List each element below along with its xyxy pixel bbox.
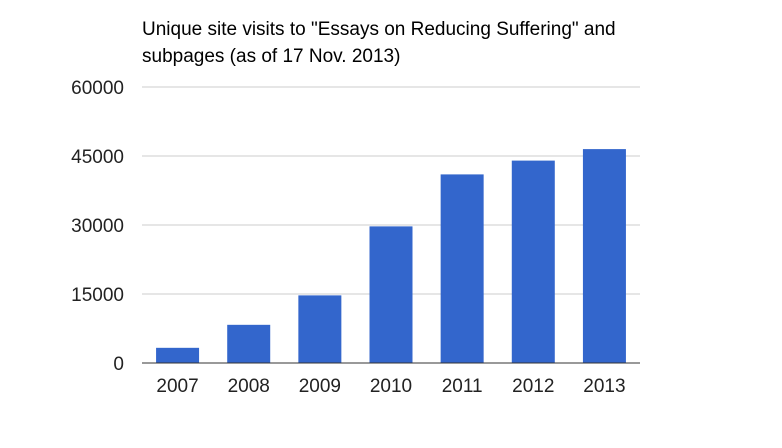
bar-2011 — [440, 174, 484, 363]
chart-title: Unique site visits to "Essays on Reducin… — [142, 19, 616, 67]
x-tick-label: 2013 — [583, 376, 625, 397]
y-axis-ticks: 0 15000 30000 45000 60000 — [71, 78, 124, 375]
y-tick-label: 30000 — [71, 216, 124, 237]
bar-2008 — [227, 324, 271, 363]
bar-2010 — [369, 226, 413, 363]
x-tick-label: 2012 — [512, 376, 554, 397]
y-tick-label: 15000 — [71, 285, 124, 306]
x-tick-label: 2008 — [228, 376, 270, 397]
x-tick-label: 2011 — [442, 376, 483, 397]
x-axis-ticks: 2007 2008 2009 2010 2011 2012 2013 — [156, 376, 625, 397]
y-tick-label: 45000 — [71, 147, 124, 168]
x-tick-label: 2010 — [370, 376, 412, 397]
y-tick-label: 0 — [113, 354, 124, 375]
bar-2013 — [582, 149, 626, 363]
y-tick-label: 60000 — [71, 78, 124, 99]
x-tick-label: 2009 — [299, 376, 341, 397]
bar-2007 — [156, 347, 200, 363]
bars — [156, 149, 626, 363]
x-tick-label: 2007 — [156, 376, 198, 397]
bar-2009 — [298, 295, 342, 363]
bar-2012 — [511, 160, 555, 363]
